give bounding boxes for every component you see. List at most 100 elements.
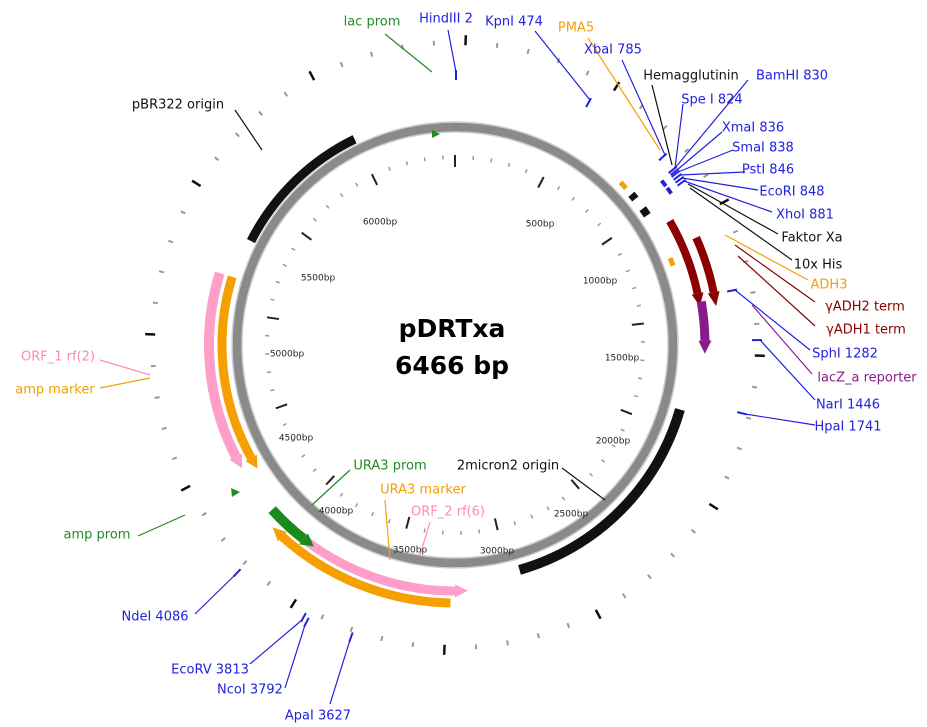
outer-tick — [621, 593, 627, 599]
feature-label: HindIII 2 — [419, 12, 473, 27]
backbone — [232, 122, 678, 568]
lac-prom-arrow — [432, 130, 440, 138]
outer-tick — [703, 173, 709, 179]
callout-line — [99, 359, 151, 376]
callout-line — [751, 304, 813, 375]
scale-tick — [617, 252, 622, 257]
scale-label: 2000bp — [596, 437, 631, 447]
scale-tick — [312, 468, 317, 473]
feature-label: NarI 1446 — [816, 398, 880, 413]
scale-tick — [339, 192, 344, 198]
feature-label: URA3 marker — [380, 483, 466, 498]
outer-tick — [684, 148, 690, 153]
scale-tick — [312, 217, 317, 222]
feature-label: ApaI 3627 — [285, 709, 351, 724]
scale-tick — [339, 492, 344, 497]
feature-label: BamHI 830 — [756, 69, 828, 84]
feature-label: 2micron2 origin — [457, 459, 559, 474]
feature-arc — [639, 206, 651, 218]
outer-tick — [154, 396, 160, 399]
feature-label: lac prom — [344, 15, 401, 30]
outer-tick — [242, 560, 248, 566]
callout-line — [384, 499, 391, 561]
site-mark — [673, 172, 683, 181]
callout-line — [311, 469, 351, 506]
scale-label: 5000bp — [270, 350, 305, 360]
scale-tick — [633, 394, 639, 398]
scale-tick — [270, 388, 275, 392]
scale-label: 3000bp — [480, 547, 515, 557]
amp-prom-arrow — [231, 488, 240, 497]
scale-tick — [537, 176, 545, 189]
feature-label: Faktor Xa — [781, 231, 842, 246]
outer-tick — [724, 475, 730, 480]
callout-line — [249, 619, 303, 665]
outer-tick — [283, 91, 289, 97]
callout-line — [234, 109, 263, 151]
site-mark — [232, 568, 242, 578]
feature-arc — [246, 135, 357, 244]
outer-tick — [320, 614, 325, 620]
feature-arc — [279, 533, 451, 608]
outer-tick — [662, 124, 668, 130]
site-mark — [658, 152, 668, 162]
scale-label: 3500bp — [393, 546, 428, 556]
outer-tick — [495, 42, 499, 49]
callout-line — [677, 149, 734, 173]
scale-tick — [291, 439, 296, 443]
feature-arc — [217, 275, 256, 461]
feature-label: amp prom — [64, 528, 131, 543]
feature-label: amp marker — [15, 383, 95, 398]
outer-tick — [750, 291, 756, 294]
callout-line — [651, 84, 673, 166]
callout-line — [587, 37, 661, 151]
feature-arc — [518, 408, 685, 575]
outer-tick — [234, 132, 240, 138]
backbone-inner — [241, 131, 669, 559]
outer-tick — [339, 61, 344, 68]
scale-tick — [325, 204, 330, 209]
feature-label: URA3 prom — [353, 459, 426, 474]
scale-label: 500bp — [526, 220, 555, 230]
site-mark — [736, 411, 748, 416]
scale-tick — [636, 304, 641, 307]
scale-tick — [589, 472, 594, 477]
scale-tick — [355, 182, 359, 187]
callout-line — [687, 183, 779, 235]
scale-tick — [584, 209, 589, 213]
scale-tick — [478, 529, 481, 534]
scale-label: 1000bp — [583, 277, 618, 287]
callout-line — [561, 467, 606, 501]
outer-tick — [751, 385, 758, 389]
outer-tick — [289, 598, 298, 609]
feature-arc — [666, 219, 702, 295]
outer-tick — [369, 51, 374, 57]
feature-arc — [660, 179, 668, 188]
feature-arrow — [245, 454, 258, 469]
outer-tick — [745, 416, 752, 420]
feature-label: EcoRI 848 — [759, 185, 824, 200]
scale-label: 4500bp — [279, 434, 314, 444]
callout-line — [724, 234, 809, 281]
callout-line — [621, 59, 666, 156]
feature-label: NcoI 3792 — [217, 683, 283, 698]
feature-label: PstI 846 — [742, 163, 794, 178]
scale-tick — [266, 371, 272, 374]
callout-line — [284, 624, 306, 689]
scale-tick — [611, 444, 616, 448]
scale-tick — [561, 496, 566, 501]
callout-line — [447, 29, 457, 73]
feature-label: γADH1 term — [826, 323, 906, 338]
callout-line — [759, 339, 816, 401]
feature-arc — [618, 180, 628, 190]
scale-tick — [325, 475, 336, 486]
feature-arrow — [272, 527, 287, 542]
scale-tick — [275, 280, 280, 284]
callout-line — [679, 171, 746, 176]
site-mark — [348, 632, 354, 643]
scale-tick — [388, 166, 391, 171]
callout-line — [683, 180, 773, 213]
outer-tick — [506, 640, 509, 646]
scale-label: 4000bp — [319, 507, 354, 517]
scale-tick — [405, 161, 409, 166]
